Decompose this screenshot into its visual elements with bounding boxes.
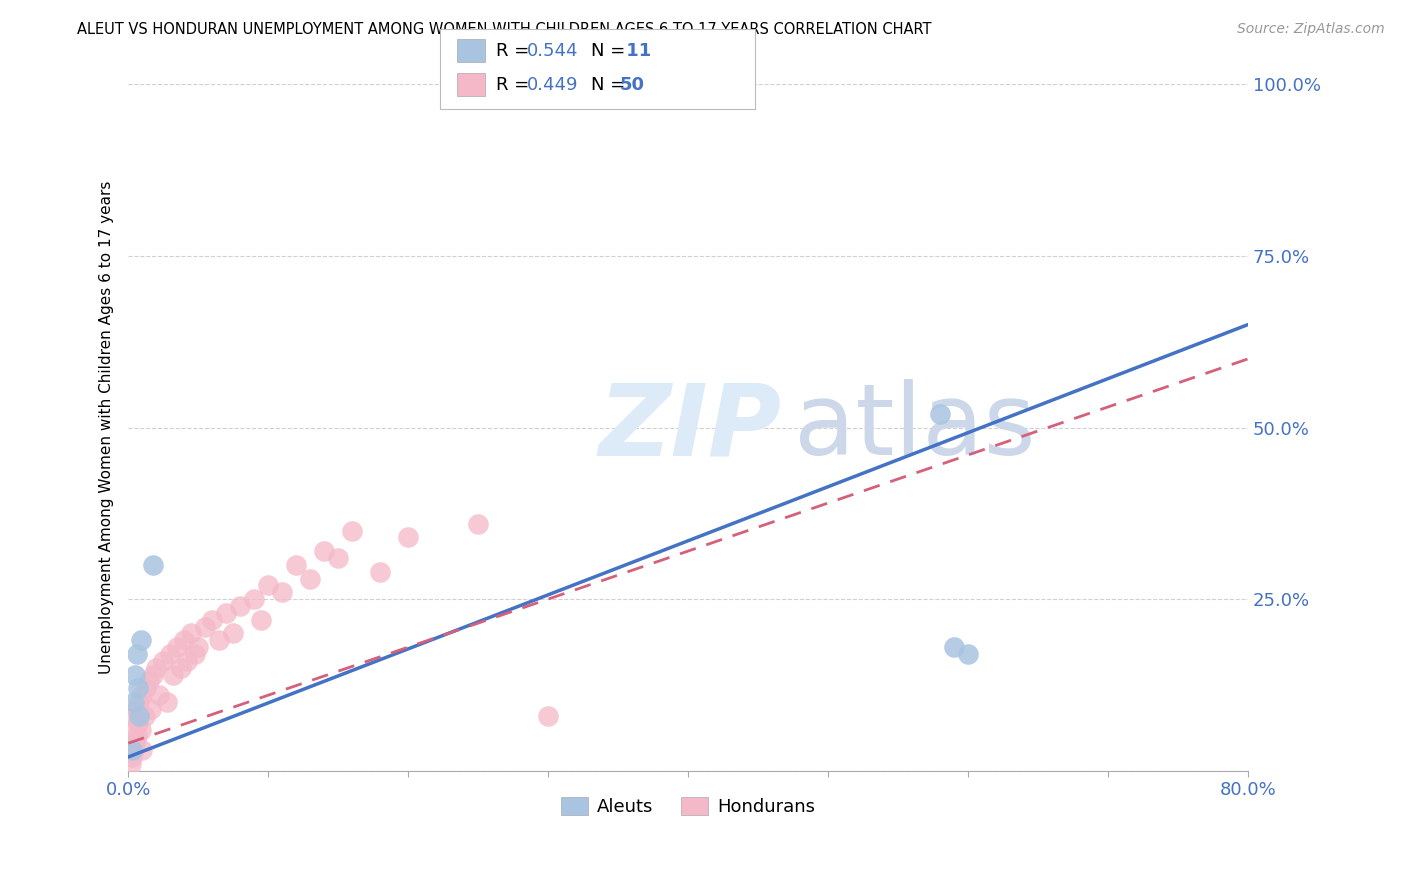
Point (942, 640, 965, 655)
Text: Source: ZipAtlas.com: Source: ZipAtlas.com (1237, 22, 1385, 37)
Point (142, 558, 165, 572)
Point (166, 640, 188, 655)
Point (152, 654, 174, 668)
Point (122, 743, 145, 757)
Point (122, 695, 145, 709)
Text: ZIP: ZIP (599, 379, 782, 476)
Point (131, 688, 153, 702)
Text: R =: R = (496, 42, 536, 60)
Point (368, 565, 391, 579)
Point (314, 544, 336, 558)
Point (194, 619, 217, 633)
Text: atlas: atlas (794, 379, 1036, 476)
Text: N =: N = (591, 76, 630, 94)
Point (340, 524, 363, 538)
Point (201, 613, 224, 627)
Point (537, 708, 560, 723)
Point (142, 667, 165, 681)
Point (271, 585, 294, 599)
Point (156, 695, 179, 709)
Point (124, 667, 146, 681)
Text: 50: 50 (620, 76, 645, 94)
Point (121, 743, 143, 757)
Point (285, 558, 308, 572)
Point (129, 633, 152, 648)
Point (135, 681, 157, 696)
Text: 0.544: 0.544 (527, 42, 579, 60)
Point (929, 407, 952, 421)
Point (299, 572, 322, 586)
Text: 0.449: 0.449 (527, 76, 579, 94)
Point (328, 551, 350, 566)
Point (184, 647, 207, 661)
Point (187, 640, 209, 655)
Legend: Aleuts, Hondurans: Aleuts, Hondurans (554, 789, 823, 823)
Point (129, 723, 152, 737)
Point (125, 647, 148, 661)
Point (180, 626, 202, 640)
Text: 11: 11 (620, 42, 651, 60)
Point (124, 708, 146, 723)
Point (125, 702, 148, 716)
Point (121, 750, 143, 764)
Point (134, 708, 156, 723)
Point (243, 592, 266, 607)
Point (173, 633, 195, 648)
Point (956, 647, 979, 661)
Point (138, 674, 160, 689)
Point (120, 756, 142, 771)
Point (128, 695, 150, 709)
Point (222, 626, 245, 640)
Point (257, 578, 280, 592)
Point (122, 723, 145, 737)
Point (176, 654, 198, 668)
Point (148, 688, 170, 702)
Point (139, 702, 162, 716)
Point (159, 647, 181, 661)
Point (229, 599, 252, 613)
Point (250, 613, 273, 627)
Point (127, 715, 149, 730)
Point (145, 661, 167, 675)
Point (162, 667, 184, 681)
Point (208, 633, 231, 648)
Point (467, 516, 489, 531)
Text: N =: N = (591, 42, 630, 60)
Point (127, 681, 149, 696)
Point (131, 743, 153, 757)
Y-axis label: Unemployment Among Women with Children Ages 6 to 17 years: Unemployment Among Women with Children A… (100, 181, 114, 674)
Text: R =: R = (496, 76, 536, 94)
Text: ALEUT VS HONDURAN UNEMPLOYMENT AMONG WOMEN WITH CHILDREN AGES 6 TO 17 YEARS CORR: ALEUT VS HONDURAN UNEMPLOYMENT AMONG WOM… (77, 22, 932, 37)
Point (125, 730, 148, 744)
Point (128, 708, 150, 723)
Point (124, 736, 146, 750)
Point (396, 530, 419, 544)
Point (170, 661, 193, 675)
Point (215, 606, 238, 620)
